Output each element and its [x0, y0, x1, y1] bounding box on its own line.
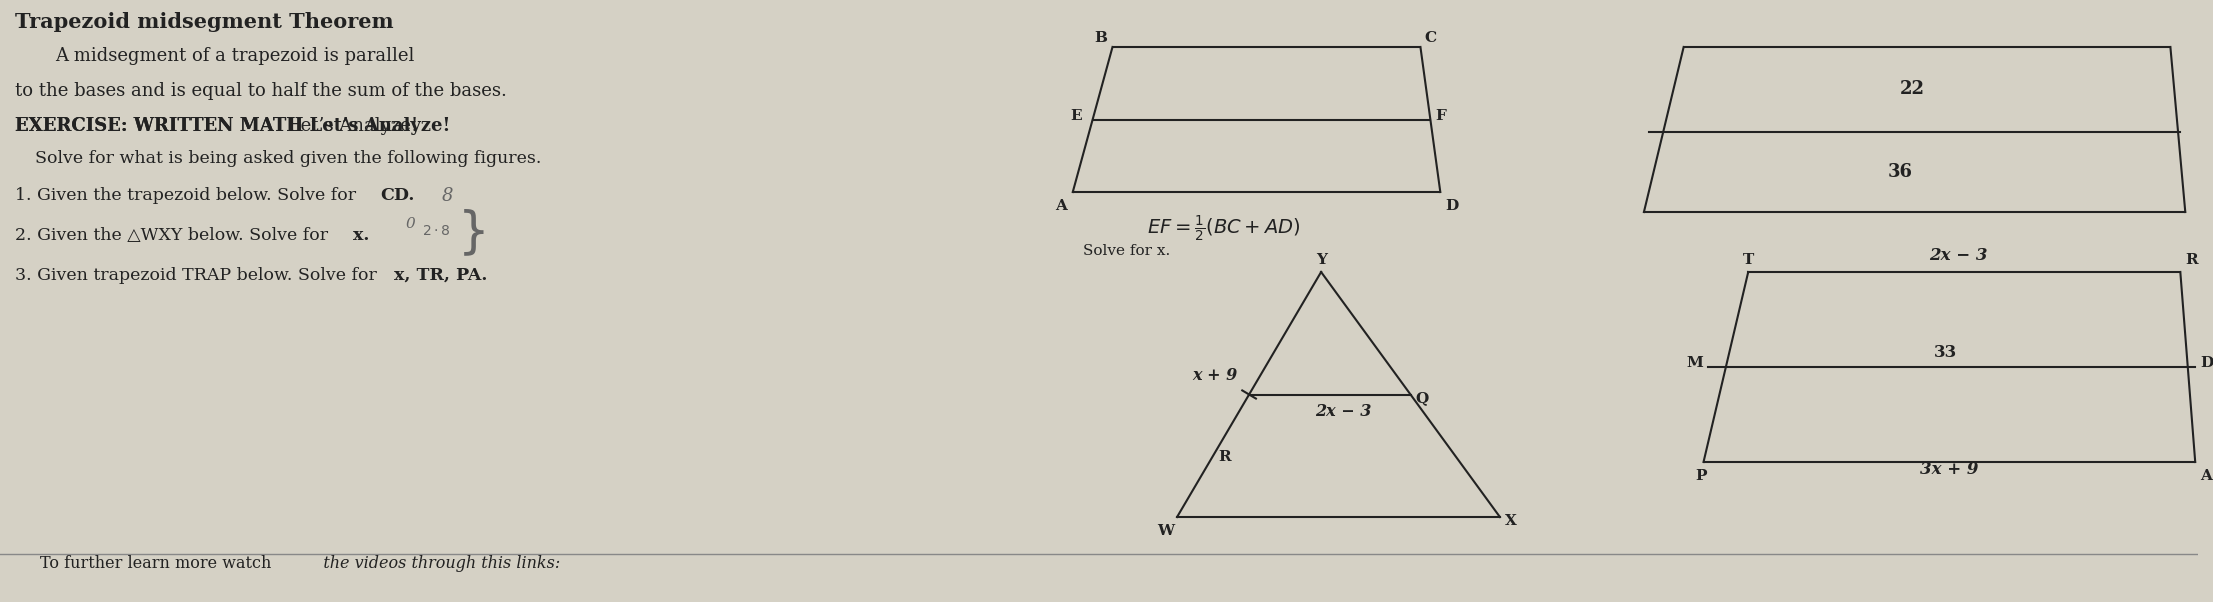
Text: P: P: [1695, 469, 1706, 483]
Text: 33: 33: [1934, 344, 1956, 361]
Text: 36: 36: [1888, 163, 1912, 181]
Text: E: E: [1071, 108, 1082, 122]
Text: R: R: [1217, 450, 1230, 464]
Text: EXERCISE: WRITTEN MATH Let’s Analyze!: EXERCISE: WRITTEN MATH Let’s Analyze!: [15, 117, 449, 135]
Text: 2x − 3: 2x − 3: [1315, 403, 1372, 421]
Text: To further learn more watch: To further learn more watch: [40, 555, 272, 572]
Text: Q: Q: [1416, 391, 1430, 406]
Text: $EF = \frac{1}{2}(BC + AD)$: $EF = \frac{1}{2}(BC + AD)$: [1146, 214, 1301, 244]
Text: to the bases and is equal to half the sum of the bases.: to the bases and is equal to half the su…: [15, 82, 507, 100]
Text: Solve for what is being asked given the following figures.: Solve for what is being asked given the …: [35, 150, 542, 167]
Text: 3. Given trapezoid TRAP below. Solve for: 3. Given trapezoid TRAP below. Solve for: [15, 267, 383, 284]
Text: 0: 0: [405, 217, 416, 231]
Text: the videos through this links:: the videos through this links:: [308, 555, 560, 572]
Text: Solve for x.: Solve for x.: [1082, 244, 1171, 258]
Text: A: A: [2200, 469, 2213, 483]
Text: 2x − 3: 2x − 3: [1930, 247, 1987, 264]
Text: 2. Given the △WXY below. Solve for: 2. Given the △WXY below. Solve for: [15, 227, 334, 244]
Text: R: R: [2184, 253, 2198, 267]
Text: C: C: [1425, 31, 1436, 45]
Text: CD.: CD.: [381, 187, 414, 204]
Text: 1. Given the trapezoid below. Solve for: 1. Given the trapezoid below. Solve for: [15, 187, 361, 204]
Text: $\}$: $\}$: [456, 207, 485, 258]
Text: D: D: [2200, 356, 2213, 370]
Text: EXERCISE: WRITTEN MATH: EXERCISE: WRITTEN MATH: [15, 117, 303, 135]
Text: Y: Y: [1317, 253, 1328, 267]
Text: A midsegment of a trapezoid is parallel: A midsegment of a trapezoid is parallel: [55, 47, 414, 65]
Text: Trapezoid midsegment Theorem: Trapezoid midsegment Theorem: [15, 12, 394, 32]
Text: 8: 8: [443, 187, 454, 205]
Text: x.: x.: [352, 227, 370, 244]
Text: B: B: [1095, 31, 1109, 45]
Text: 3x + 9: 3x + 9: [1919, 461, 1978, 478]
Text: M: M: [1686, 356, 1704, 370]
Text: x + 9: x + 9: [1193, 367, 1237, 383]
Text: $2 \cdot 8$: $2 \cdot 8$: [423, 224, 451, 238]
Text: Let’s Analyze!: Let’s Analyze!: [283, 117, 418, 135]
Text: X: X: [1505, 514, 1516, 528]
Text: T: T: [1744, 253, 1755, 267]
Text: x, TR, PA.: x, TR, PA.: [394, 267, 487, 284]
Text: D: D: [1445, 199, 1458, 213]
Text: 22: 22: [1899, 81, 1925, 99]
Text: A: A: [1056, 199, 1067, 213]
Text: F: F: [1436, 108, 1447, 122]
Text: W: W: [1157, 524, 1175, 538]
